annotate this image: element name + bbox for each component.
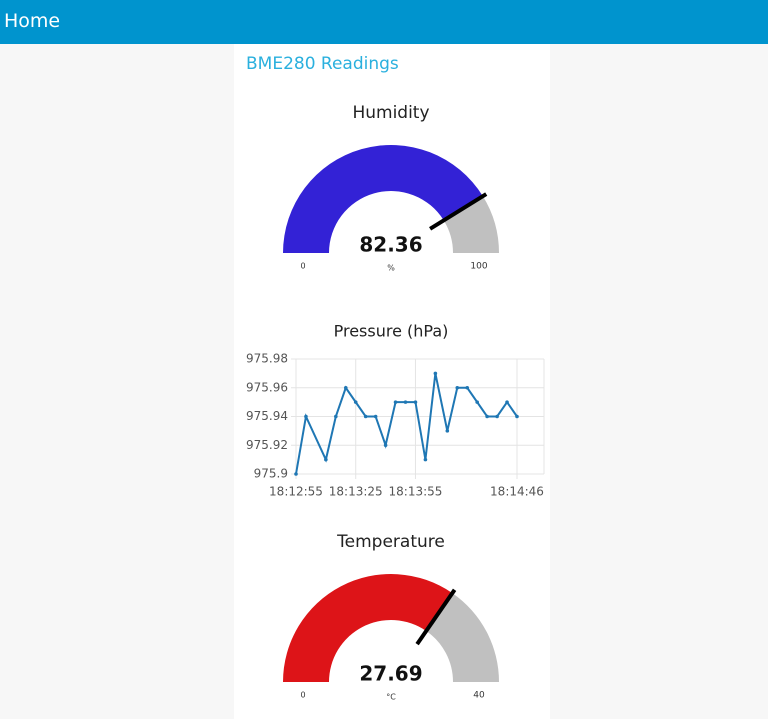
gauge-needle <box>415 588 457 646</box>
gauge-fill <box>283 574 453 682</box>
y-tick-label: 975.92 <box>246 438 288 452</box>
data-point <box>505 400 509 404</box>
data-point <box>485 414 489 419</box>
data-point <box>304 414 308 419</box>
gauge-track <box>426 593 499 682</box>
gauge-units: % <box>387 264 395 273</box>
y-tick-label: 975.9 <box>254 467 288 481</box>
y-tick-label: 975.96 <box>246 380 288 394</box>
chart-title: Pressure (hPa) <box>334 322 449 341</box>
page-title: Home <box>4 10 61 32</box>
gauge-value: 27.69 <box>359 662 422 686</box>
data-point <box>455 385 460 390</box>
data-point <box>413 400 418 404</box>
data-point <box>515 414 519 419</box>
data-point <box>343 385 348 390</box>
gauge-track <box>443 196 499 253</box>
gauge-max: 100 <box>470 262 487 272</box>
x-tick-label: 18:13:55 <box>389 485 443 499</box>
data-point <box>294 472 298 476</box>
data-point <box>475 400 479 404</box>
gauge-title: Humidity <box>352 103 429 123</box>
y-tick-label: 975.94 <box>246 409 288 423</box>
data-point <box>324 457 328 462</box>
group-title: BME280 Readings <box>246 54 399 74</box>
gauge-value: 82.36 <box>359 233 422 257</box>
data-point <box>383 443 388 448</box>
data-point <box>465 385 470 390</box>
gauge-needle <box>429 192 488 231</box>
data-point <box>445 429 450 433</box>
data-point <box>433 371 438 376</box>
x-tick-label: 18:14:46 <box>490 485 544 499</box>
toolbar: Home <box>0 0 768 44</box>
data-point <box>363 414 368 419</box>
data-point <box>495 414 499 419</box>
x-tick-label: 18:13:25 <box>329 485 383 499</box>
x-tick-label: 18:12:55 <box>269 485 323 499</box>
gauge-fill <box>283 145 483 253</box>
data-point <box>334 414 338 419</box>
data-point <box>423 457 428 462</box>
data-line <box>295 373 518 475</box>
gauge-max: 40 <box>473 691 485 701</box>
data-point <box>373 414 378 419</box>
gauge-title: Temperature <box>336 532 445 552</box>
data-point <box>353 400 358 404</box>
data-point <box>403 400 408 404</box>
gauge-min: 0 <box>300 262 305 271</box>
data-point <box>393 400 398 404</box>
gauge-min: 0 <box>300 691 305 700</box>
gauge-units: °C <box>386 693 396 702</box>
y-tick-label: 975.98 <box>246 352 288 366</box>
